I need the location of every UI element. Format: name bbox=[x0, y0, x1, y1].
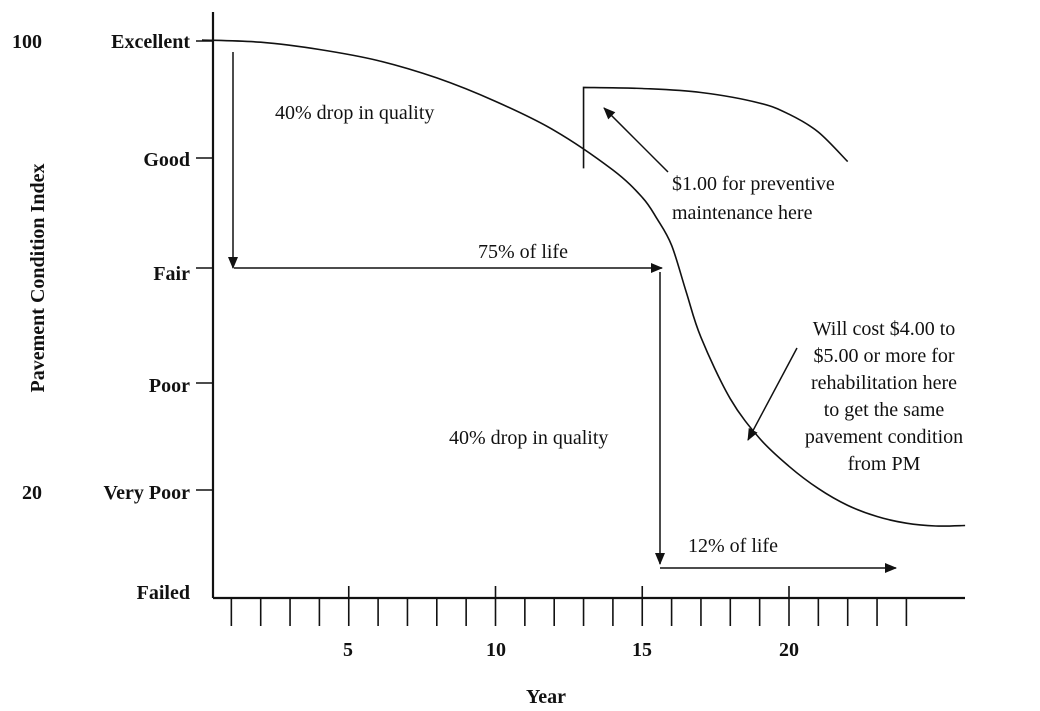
x-axis-title: Year bbox=[526, 686, 566, 708]
y-label-good: Good bbox=[143, 149, 190, 171]
rehab-pointer-arrow bbox=[747, 347, 798, 441]
y-label-excellent: Excellent bbox=[111, 31, 190, 53]
annotation-rehab: Will cost $4.00 to $5.00 or more for rehab… bbox=[805, 318, 963, 475]
y-label-very-poor: Very Poor bbox=[104, 482, 191, 504]
x-tick-label-10: 10 bbox=[486, 639, 506, 661]
y-numeric-label-100: 100 bbox=[12, 31, 42, 53]
annotation-life-75: 75% of life bbox=[478, 241, 568, 263]
annotation-life-12: 12% of life bbox=[688, 535, 778, 557]
x-tick-label-5: 5 bbox=[343, 639, 353, 661]
y-label-failed: Failed bbox=[137, 582, 190, 604]
y-label-fair: Fair bbox=[153, 263, 190, 285]
y-axis-title: Pavement Condition Index bbox=[27, 164, 49, 393]
annotation-drop-2: 40% drop in quality bbox=[449, 427, 608, 449]
preventive-maintenance-curve bbox=[582, 86, 849, 169]
y-label-poor: Poor bbox=[149, 375, 190, 397]
x-ticks bbox=[230, 586, 908, 626]
y-ticks bbox=[196, 40, 213, 491]
pm-pointer-arrow bbox=[603, 107, 669, 173]
y-numeric-label-20: 20 bbox=[22, 482, 42, 504]
deterioration-curve bbox=[201, 39, 966, 527]
x-tick-label-15: 15 bbox=[632, 639, 652, 661]
x-tick-label-20: 20 bbox=[779, 639, 799, 661]
annotation-pm: $1.00 for preventive maintenance here bbox=[672, 173, 835, 224]
annotation-drop-1: 40% drop in quality bbox=[275, 102, 434, 124]
